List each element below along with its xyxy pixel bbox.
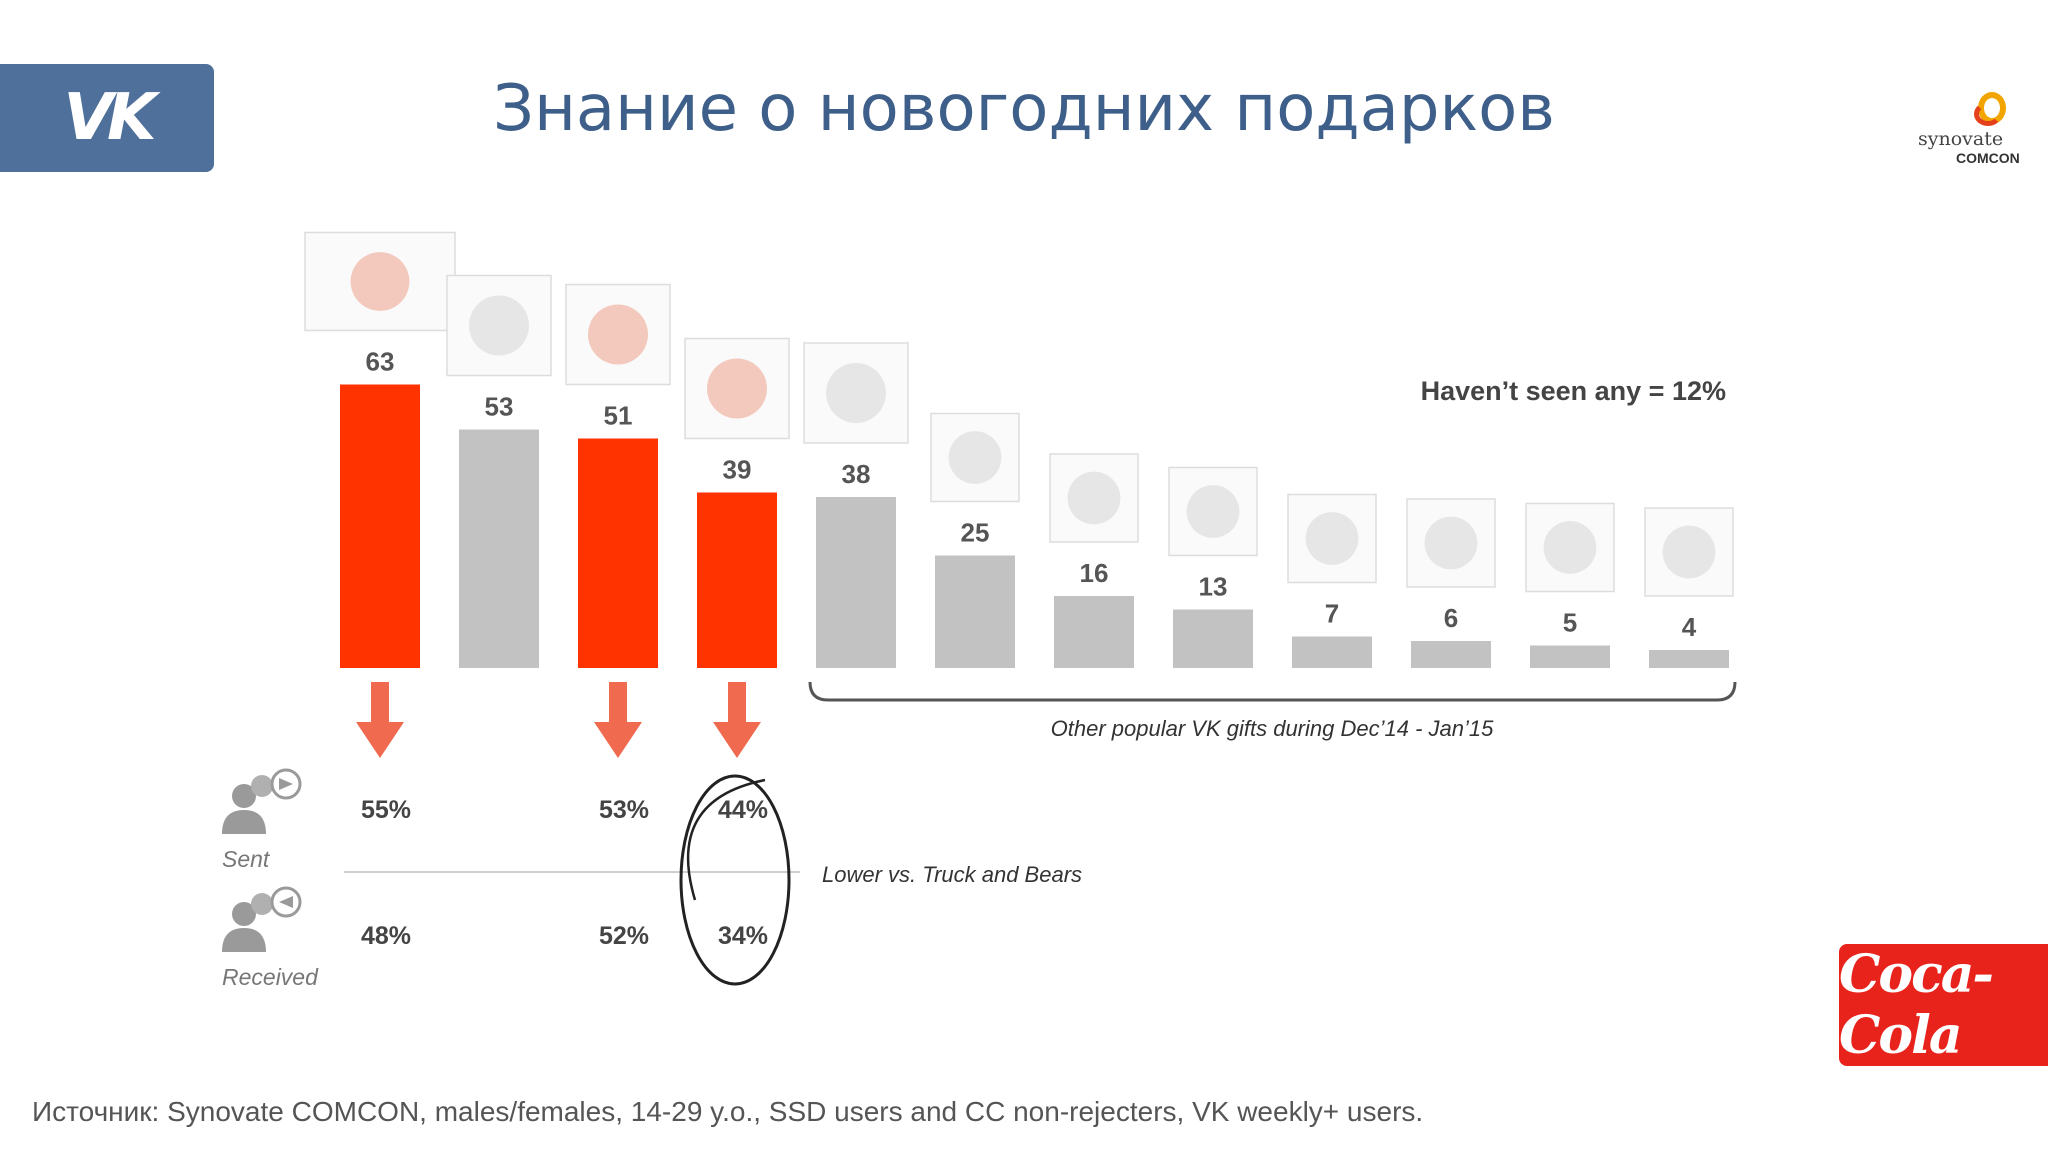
sent-person-icon-head	[232, 784, 256, 808]
received-value-2: 34%	[718, 922, 768, 950]
bar-dog-cupcake	[1292, 636, 1372, 668]
santa-cookies-gift-icon-glyph	[1067, 471, 1121, 525]
comcon-logo-text: COMCON	[1956, 150, 2020, 166]
value-label-cactus: 6	[1444, 603, 1458, 633]
other-gifts-label: Other popular VK gifts during Dec’14 - J…	[1051, 716, 1494, 741]
bar-cat	[935, 555, 1015, 668]
christmas-tree-gift-icon-glyph	[469, 295, 529, 356]
champagne-2015-gift-icon-glyph	[1186, 485, 1240, 538]
polar-bear-snow-gift-icon-glyph	[707, 358, 767, 419]
received-person-icon-head	[232, 902, 256, 926]
down-arrow-shaft-0	[371, 682, 389, 724]
coca-cola-logo: Coca-Cola	[1839, 944, 2048, 1066]
other-gifts-bracket	[808, 681, 1737, 702]
bar-champagne-2015	[1173, 609, 1253, 668]
sent-person-icon-body	[222, 810, 266, 834]
down-arrow-icon-0	[356, 722, 404, 758]
havent-seen-annotation: Haven’t seen any = 12%	[1421, 376, 1726, 406]
value-label-unicorn: 5	[1563, 608, 1577, 638]
value-label-rabbit: 4	[1682, 612, 1697, 642]
bar-truck	[340, 384, 420, 668]
vk-logo: VK	[0, 64, 214, 172]
rabbit-gift-icon-glyph	[1662, 525, 1716, 579]
bar-santa-cookies	[1054, 596, 1134, 668]
sent-value-2: 44%	[718, 796, 768, 824]
bar-polar-bears	[578, 438, 658, 668]
down-arrow-shaft-2	[728, 682, 746, 724]
down-arrow-shaft-1	[609, 682, 627, 724]
vk-logo-text: VK	[63, 81, 156, 155]
value-label-dog-cupcake: 7	[1325, 599, 1339, 629]
polar-bears-gift-icon-glyph	[588, 304, 648, 365]
received-value-0: 48%	[361, 922, 411, 950]
truck-gift-icon-glyph	[350, 252, 410, 311]
highlight-circle-stroke	[686, 778, 766, 901]
received-person-icon-arrow-icon	[279, 896, 293, 908]
unicorn-gift-icon-glyph	[1543, 521, 1597, 574]
sent-label: Sent	[222, 846, 270, 872]
received-value-1: 52%	[599, 922, 649, 950]
value-label-champagne-2015: 13	[1199, 572, 1228, 602]
sent-person-icon-arrow-icon	[279, 778, 293, 790]
highlight-circle	[679, 774, 791, 986]
value-label-bear-snow: 39	[723, 455, 752, 485]
synovate-logo-text: synovate	[1918, 128, 2004, 150]
cactus-gift-icon-glyph	[1424, 516, 1478, 570]
value-label-tree: 53	[485, 392, 514, 422]
bar-bear-snow	[697, 492, 777, 668]
down-arrow-icon-1	[594, 722, 642, 758]
coca-cola-logo-text: Coca-Cola	[1839, 944, 1994, 1066]
down-arrow-icon-2	[713, 722, 761, 758]
bar-cactus	[1411, 641, 1491, 668]
polar-bear-snow-gift-icon	[684, 337, 790, 440]
bar-dog-2015	[816, 497, 896, 668]
page-title: Знание о новогодних подарков	[493, 72, 1555, 146]
received-label: Received	[222, 964, 318, 990]
sent-value-0: 55%	[361, 796, 411, 824]
received-person-icon-body	[222, 928, 266, 952]
source-footnote: Источник: Synovate COMCON, males/females…	[32, 1096, 1424, 1127]
synovate-comcon-logo: synovate COMCON	[1906, 88, 2026, 168]
value-label-cat: 25	[961, 518, 990, 548]
sent-person-icon-head2	[251, 775, 273, 797]
value-label-truck: 63	[366, 347, 395, 377]
bar-tree	[459, 429, 539, 668]
dog-2015-gift-icon-glyph	[826, 363, 886, 423]
comparison-note: Lower vs. Truck and Bears	[822, 862, 1082, 887]
value-label-polar-bears: 51	[604, 401, 633, 431]
synovate-ring-accent-icon	[1974, 102, 2002, 126]
value-label-santa-cookies: 16	[1080, 558, 1109, 588]
bar-rabbit	[1649, 650, 1729, 668]
bar-unicorn	[1530, 645, 1610, 668]
sent-value-1: 53%	[599, 796, 649, 824]
dog-cupcake-gift-icon-glyph	[1305, 512, 1359, 565]
received-person-icon-head2	[251, 893, 273, 915]
value-label-dog-2015: 38	[842, 459, 871, 489]
cat-gift-icon-glyph	[948, 431, 1002, 484]
